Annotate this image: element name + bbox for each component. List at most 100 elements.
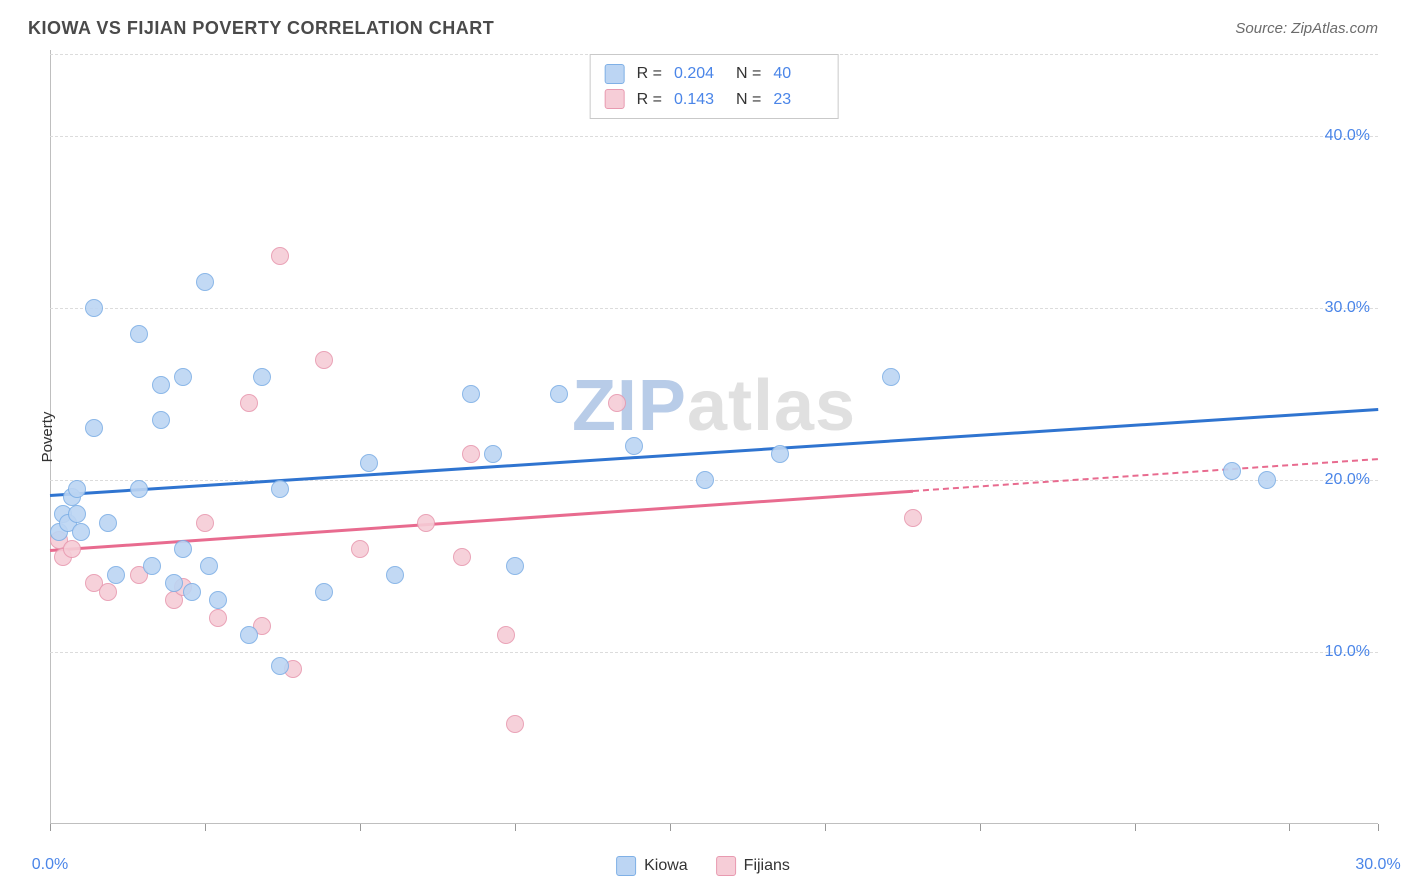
y-tick-label: 40.0% [1325, 127, 1370, 145]
swatch-fijian-icon [716, 856, 736, 876]
scatter-dot-fijian [904, 509, 922, 527]
y-tick-label: 30.0% [1325, 299, 1370, 317]
y-tick-label: 20.0% [1325, 471, 1370, 489]
scatter-dot-kiowa [253, 368, 271, 386]
scatter-dot-kiowa [462, 385, 480, 403]
x-tick [205, 824, 206, 831]
x-tick [1135, 824, 1136, 831]
scatter-dot-kiowa [882, 368, 900, 386]
legend-item-fijian: Fijians [716, 856, 790, 876]
scatter-dot-fijian [240, 394, 258, 412]
legend-kiowa-label: Kiowa [644, 857, 688, 875]
scatter-dot-kiowa [99, 514, 117, 532]
scatter-dot-kiowa [550, 385, 568, 403]
legend-n-label: N = [736, 61, 761, 87]
scatter-dot-kiowa [696, 471, 714, 489]
scatter-dot-kiowa [107, 566, 125, 584]
scatter-dot-kiowa [85, 419, 103, 437]
legend-kiowa-n: 40 [773, 61, 823, 87]
scatter-dot-kiowa [130, 325, 148, 343]
legend-correlation: R = 0.204 N = 40 R = 0.143 N = 23 [590, 54, 839, 119]
gridline [50, 652, 1378, 653]
scatter-dot-kiowa [183, 583, 201, 601]
scatter-dot-kiowa [143, 557, 161, 575]
trend-line [913, 458, 1378, 492]
x-tick [825, 824, 826, 831]
gridline [50, 308, 1378, 309]
x-tick [670, 824, 671, 831]
source-prefix: Source: [1235, 20, 1291, 37]
scatter-dot-kiowa [1223, 462, 1241, 480]
legend-fijian-n: 23 [773, 87, 823, 113]
scatter-dot-kiowa [506, 557, 524, 575]
scatter-dot-fijian [271, 247, 289, 265]
swatch-kiowa [605, 64, 625, 84]
legend-row-kiowa: R = 0.204 N = 40 [605, 61, 824, 87]
scatter-dot-kiowa [174, 368, 192, 386]
legend-n-label: N = [736, 87, 761, 113]
scatter-dot-fijian [196, 514, 214, 532]
scatter-dot-kiowa [386, 566, 404, 584]
legend-r-label: R = [637, 61, 662, 87]
scatter-dot-fijian [63, 540, 81, 558]
x-tick [360, 824, 361, 831]
scatter-dot-kiowa [271, 657, 289, 675]
scatter-dot-kiowa [625, 437, 643, 455]
scatter-dot-fijian [351, 540, 369, 558]
scatter-dot-fijian [608, 394, 626, 412]
legend-r-label: R = [637, 87, 662, 113]
x-tick [515, 824, 516, 831]
source-name: ZipAtlas.com [1291, 20, 1378, 37]
legend-row-fijian: R = 0.143 N = 23 [605, 87, 824, 113]
trend-line [50, 408, 1378, 496]
swatch-kiowa-icon [616, 856, 636, 876]
scatter-dot-kiowa [152, 376, 170, 394]
scatter-dot-kiowa [85, 299, 103, 317]
scatter-dot-kiowa [240, 626, 258, 644]
legend-item-kiowa: Kiowa [616, 856, 688, 876]
x-axis-line [50, 823, 1378, 824]
scatter-dot-kiowa [771, 445, 789, 463]
chart-header: KIOWA VS FIJIAN POVERTY CORRELATION CHAR… [0, 0, 1406, 47]
scatter-dot-fijian [315, 351, 333, 369]
legend-fijian-label: Fijians [744, 857, 790, 875]
scatter-dot-kiowa [1258, 471, 1276, 489]
scatter-dot-fijian [462, 445, 480, 463]
x-tick-label: 0.0% [32, 856, 68, 874]
scatter-dot-kiowa [196, 273, 214, 291]
y-axis-title: Poverty [39, 412, 56, 463]
x-tick-label: 30.0% [1355, 856, 1400, 874]
scatter-dot-kiowa [174, 540, 192, 558]
scatter-dot-kiowa [165, 574, 183, 592]
scatter-dot-kiowa [209, 591, 227, 609]
chart-title: KIOWA VS FIJIAN POVERTY CORRELATION CHAR… [28, 18, 494, 39]
scatter-dot-kiowa [315, 583, 333, 601]
swatch-fijian [605, 89, 625, 109]
scatter-dot-fijian [497, 626, 515, 644]
scatter-dot-kiowa [68, 480, 86, 498]
scatter-dot-kiowa [152, 411, 170, 429]
watermark-zip: ZIP [572, 366, 687, 446]
scatter-dot-kiowa [484, 445, 502, 463]
legend-kiowa-r: 0.204 [674, 61, 724, 87]
scatter-dot-fijian [209, 609, 227, 627]
scatter-dot-kiowa [72, 523, 90, 541]
watermark-atlas: atlas [687, 366, 856, 446]
legend-series: Kiowa Fijians [616, 856, 790, 876]
gridline [50, 136, 1378, 137]
chart-area: Poverty ZIPatlas R = 0.204 N = 40 R = 0.… [50, 50, 1378, 824]
x-tick [50, 824, 51, 831]
scatter-dot-kiowa [360, 454, 378, 472]
scatter-dot-fijian [506, 715, 524, 733]
y-tick-label: 10.0% [1325, 643, 1370, 661]
scatter-dot-kiowa [200, 557, 218, 575]
scatter-dot-fijian [99, 583, 117, 601]
scatter-dot-kiowa [271, 480, 289, 498]
chart-source: Source: ZipAtlas.com [1235, 20, 1378, 37]
x-tick [1378, 824, 1379, 831]
scatter-dot-kiowa [68, 505, 86, 523]
scatter-dot-fijian [417, 514, 435, 532]
legend-fijian-r: 0.143 [674, 87, 724, 113]
x-tick [1289, 824, 1290, 831]
x-tick [980, 824, 981, 831]
